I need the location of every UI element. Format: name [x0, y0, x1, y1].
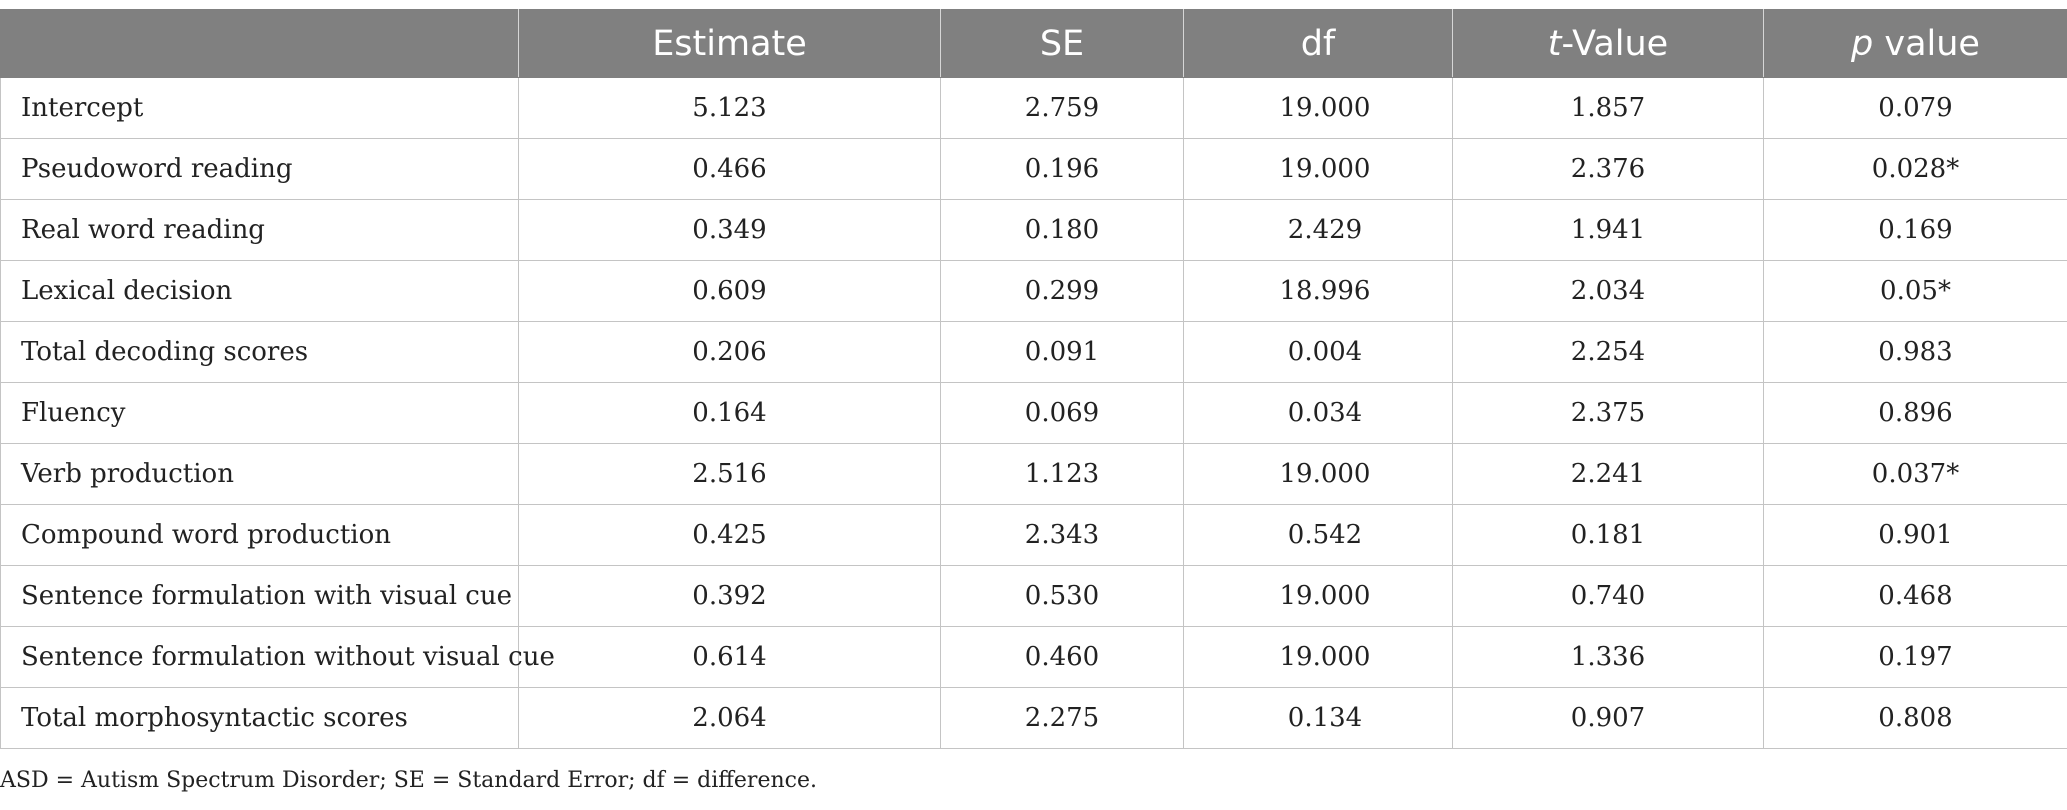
header-se: SE — [940, 9, 1184, 78]
cell-estimate: 2.516 — [518, 443, 941, 505]
cell-estimate: 2.064 — [518, 687, 941, 749]
row-label: Sentence formulation without visual cue — [0, 626, 555, 688]
cell-se: 2.275 — [940, 687, 1184, 749]
cell-df: 19.000 — [1183, 565, 1453, 627]
cell-t-value: 2.241 — [1452, 443, 1764, 505]
cell-estimate: 5.123 — [518, 77, 941, 139]
cell-t-value: 0.181 — [1452, 504, 1764, 566]
header-t-value-text: -Value — [1561, 23, 1669, 64]
table-row: Compound word production 0.425 2.343 0.5… — [0, 504, 2067, 566]
header-t-value-italic: t — [1547, 23, 1562, 64]
cell-p-value: 0.197 — [1763, 626, 2067, 688]
cell-df: 19.000 — [1183, 138, 1453, 200]
cell-estimate: 0.349 — [518, 199, 941, 261]
row-label: Compound word production — [0, 504, 519, 566]
cell-p-value: 0.037* — [1763, 443, 2067, 505]
row-label: Total morphosyntactic scores — [0, 687, 519, 749]
cell-t-value: 1.336 — [1452, 626, 1764, 688]
cell-estimate: 0.425 — [518, 504, 941, 566]
table-row: Fluency 0.164 0.069 0.034 2.375 0.896 — [0, 382, 2067, 444]
cell-estimate: 0.206 — [518, 321, 941, 383]
cell-t-value: 1.941 — [1452, 199, 1764, 261]
table-row: Intercept 5.123 2.759 19.000 1.857 0.079 — [0, 77, 2067, 139]
cell-estimate: 0.609 — [518, 260, 941, 322]
cell-df: 0.004 — [1183, 321, 1453, 383]
cell-p-value: 0.901 — [1763, 504, 2067, 566]
table-footnote: ASD = Autism Spectrum Disorder; SE = Sta… — [0, 768, 817, 793]
statistics-table-container: Estimate SE df t-Value p value Intercept… — [0, 9, 2067, 749]
row-label: Intercept — [0, 77, 519, 139]
cell-se: 1.123 — [940, 443, 1184, 505]
cell-se: 0.530 — [940, 565, 1184, 627]
cell-estimate: 0.392 — [518, 565, 941, 627]
header-df: df — [1183, 9, 1453, 78]
cell-df: 18.996 — [1183, 260, 1453, 322]
table-row: Total decoding scores 0.206 0.091 0.004 … — [0, 321, 2067, 383]
table-row: Pseudoword reading 0.466 0.196 19.000 2.… — [0, 138, 2067, 200]
table-body: Intercept 5.123 2.759 19.000 1.857 0.079… — [0, 77, 2067, 749]
header-t-value: t-Value — [1452, 9, 1764, 78]
cell-t-value: 2.254 — [1452, 321, 1764, 383]
cell-df: 19.000 — [1183, 443, 1453, 505]
cell-t-value: 0.740 — [1452, 565, 1764, 627]
table-row: Total morphosyntactic scores 2.064 2.275… — [0, 687, 2067, 749]
table-row: Lexical decision 0.609 0.299 18.996 2.03… — [0, 260, 2067, 322]
cell-df: 19.000 — [1183, 77, 1453, 139]
header-estimate: Estimate — [518, 9, 941, 78]
cell-p-value: 0.169 — [1763, 199, 2067, 261]
cell-t-value: 2.034 — [1452, 260, 1764, 322]
cell-estimate: 0.164 — [518, 382, 941, 444]
cell-se: 0.299 — [940, 260, 1184, 322]
cell-p-value: 0.468 — [1763, 565, 2067, 627]
cell-se: 0.460 — [940, 626, 1184, 688]
cell-se: 0.180 — [940, 199, 1184, 261]
cell-df: 0.034 — [1183, 382, 1453, 444]
cell-df: 0.134 — [1183, 687, 1453, 749]
cell-se: 2.759 — [940, 77, 1184, 139]
row-label: Sentence formulation with visual cue — [0, 565, 519, 627]
header-p-value-italic: p — [1851, 23, 1874, 64]
statistics-table: Estimate SE df t-Value p value Intercept… — [0, 9, 2067, 749]
header-p-value: p value — [1763, 9, 2067, 78]
table-row: Verb production 2.516 1.123 19.000 2.241… — [0, 443, 2067, 505]
row-label: Real word reading — [0, 199, 519, 261]
row-label: Verb production — [0, 443, 519, 505]
cell-se: 0.069 — [940, 382, 1184, 444]
cell-df: 0.542 — [1183, 504, 1453, 566]
cell-df: 2.429 — [1183, 199, 1453, 261]
cell-p-value: 0.079 — [1763, 77, 2067, 139]
header-p-value-text: value — [1873, 23, 1980, 64]
cell-se: 2.343 — [940, 504, 1184, 566]
row-label: Pseudoword reading — [0, 138, 519, 200]
cell-p-value: 0.028* — [1763, 138, 2067, 200]
row-label: Total decoding scores — [0, 321, 519, 383]
cell-se: 0.196 — [940, 138, 1184, 200]
cell-t-value: 2.375 — [1452, 382, 1764, 444]
header-stub — [0, 9, 519, 78]
cell-p-value: 0.983 — [1763, 321, 2067, 383]
cell-t-value: 2.376 — [1452, 138, 1764, 200]
cell-t-value: 1.857 — [1452, 77, 1764, 139]
cell-estimate: 0.614 — [518, 626, 941, 688]
table-row: Sentence formulation without visual cue … — [0, 626, 2067, 688]
table-row: Sentence formulation with visual cue 0.3… — [0, 565, 2067, 627]
row-label: Fluency — [0, 382, 519, 444]
table-header: Estimate SE df t-Value p value — [0, 9, 2067, 78]
cell-t-value: 0.907 — [1452, 687, 1764, 749]
table-row: Real word reading 0.349 0.180 2.429 1.94… — [0, 199, 2067, 261]
cell-p-value: 0.896 — [1763, 382, 2067, 444]
cell-p-value: 0.05* — [1763, 260, 2067, 322]
cell-p-value: 0.808 — [1763, 687, 2067, 749]
cell-df: 19.000 — [1183, 626, 1453, 688]
cell-se: 0.091 — [940, 321, 1184, 383]
row-label: Lexical decision — [0, 260, 519, 322]
header-row: Estimate SE df t-Value p value — [0, 9, 2067, 78]
cell-estimate: 0.466 — [518, 138, 941, 200]
